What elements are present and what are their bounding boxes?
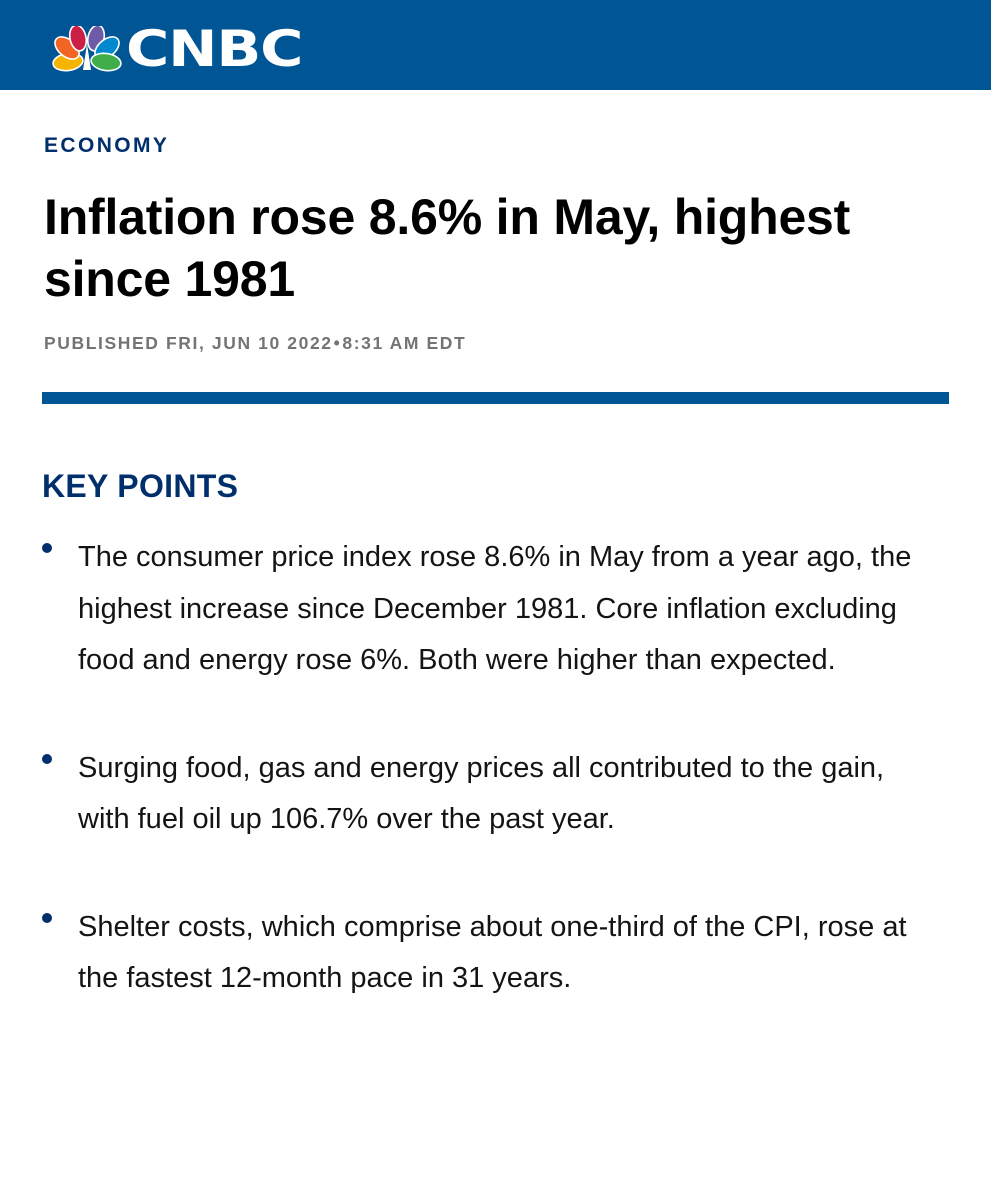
- brand-wordmark: CNBC: [126, 20, 303, 78]
- key-point-text: Surging food, gas and energy prices all …: [78, 751, 885, 836]
- section-divider: [42, 392, 949, 404]
- key-point-text: Shelter costs, which comprise about one-…: [78, 910, 907, 995]
- article-headline: Inflation rose 8.6% in May, highest sinc…: [44, 189, 851, 307]
- publish-timestamp: PUBLISHED FRI, JUN 10 2022•8:31 AM EDT: [44, 333, 466, 354]
- key-point-item: The consumer price index rose 8.6% in Ma…: [42, 532, 912, 687]
- nbc-peacock-icon: [52, 26, 122, 72]
- published-time: 8:31 AM EDT: [342, 333, 467, 353]
- bullet-icon: [42, 912, 52, 923]
- published-date: PUBLISHED FRI, JUN 10 2022: [44, 333, 333, 353]
- bullet-separator: •: [333, 333, 342, 353]
- cnbc-logo[interactable]: CNBC: [50, 24, 303, 74]
- key-point-item: Shelter costs, which comprise about one-…: [42, 902, 912, 1005]
- key-point-item: Surging food, gas and energy prices all …: [42, 743, 912, 846]
- key-point-text: The consumer price index rose 8.6% in Ma…: [78, 541, 912, 676]
- section-label[interactable]: ECONOMY: [44, 134, 170, 157]
- bullet-icon: [42, 753, 52, 764]
- bullet-icon: [42, 543, 52, 553]
- site-header: CNBC: [0, 0, 991, 90]
- key-points-list: The consumer price index rose 8.6% in Ma…: [42, 532, 912, 1005]
- key-points-title: KEY POINTS: [42, 468, 239, 504]
